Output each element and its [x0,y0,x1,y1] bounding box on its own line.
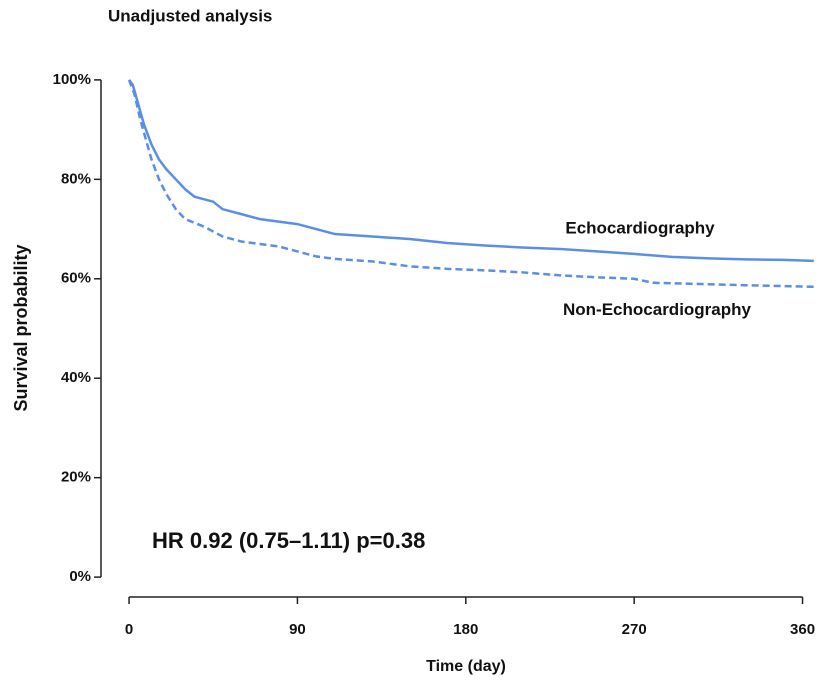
y-tick-label: 60% [61,270,91,287]
series-label: Non-Echocardiography [563,300,752,319]
series-label: Echocardiography [565,218,715,237]
y-tick-label: 40% [61,369,91,386]
x-tick-label: 0 [125,621,133,638]
survival-curve [128,79,814,263]
x-tick-label: 180 [453,621,478,638]
y-tick-label: 20% [61,469,91,486]
x-axis-label: Time (day) [426,658,506,675]
y-tick-label: 100% [53,71,91,88]
y-axis-label: Survival probability [11,244,31,411]
survival-curve [127,79,814,288]
y-tick-label: 0% [69,568,91,585]
x-tick-label: 90 [289,621,306,638]
x-tick-label: 360 [790,621,815,638]
hazard-ratio-annotation: HR 0.92 (0.75–1.11) p=0.38 [152,528,425,553]
chart-title: Unadjusted analysis [108,6,272,25]
x-tick-label: 270 [622,621,647,638]
y-tick-label: 80% [61,170,91,187]
